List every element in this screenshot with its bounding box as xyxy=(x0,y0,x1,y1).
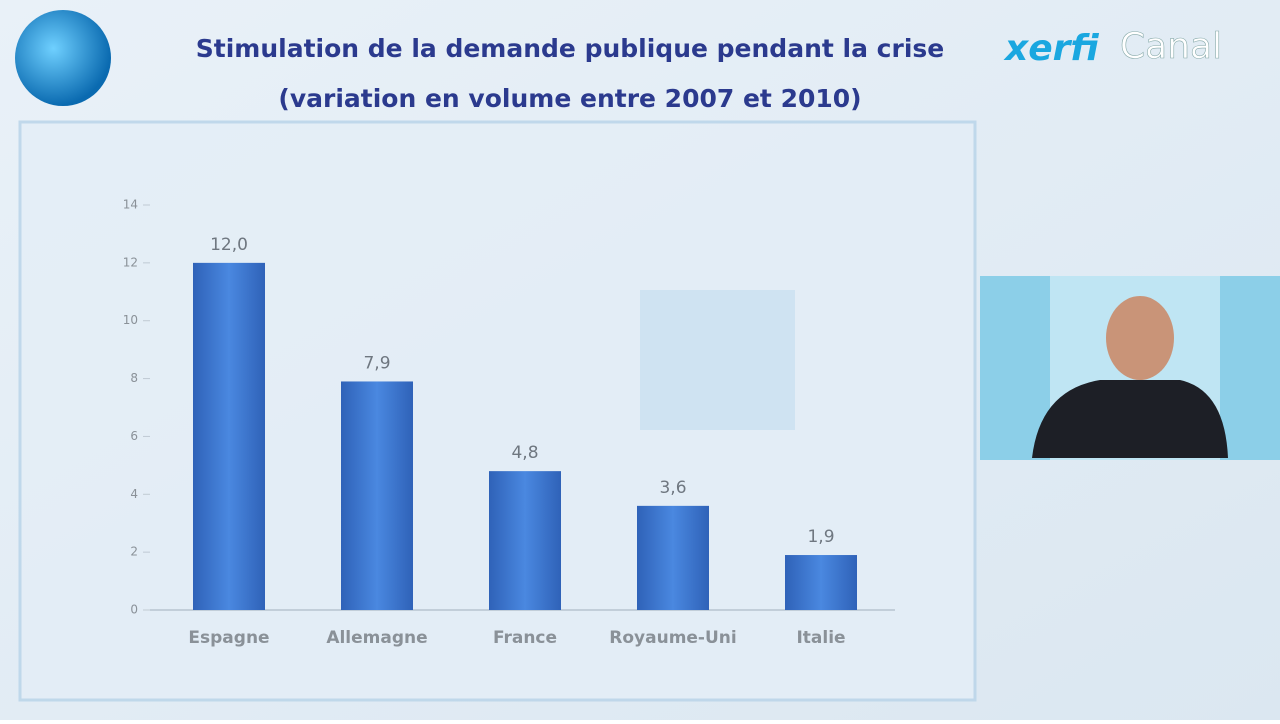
value-label: 12,0 xyxy=(210,235,248,255)
globe-logo xyxy=(15,10,111,106)
presenter-body xyxy=(1032,380,1228,458)
bar xyxy=(341,381,413,610)
x-tick-label: France xyxy=(493,628,557,648)
x-tick-label: Royaume-Uni xyxy=(609,628,736,648)
y-tick-label: 2 xyxy=(130,545,138,559)
x-tick-label: Italie xyxy=(796,628,845,648)
y-tick-label: 10 xyxy=(123,313,138,327)
y-tick-label: 14 xyxy=(123,198,138,212)
y-tick-label: 8 xyxy=(130,371,138,385)
bar xyxy=(637,505,709,610)
bar xyxy=(193,262,265,610)
value-label: 3,6 xyxy=(659,478,686,498)
value-label: 1,9 xyxy=(807,527,834,547)
logo-brand: xerfi xyxy=(1003,28,1099,69)
y-tick-label: 6 xyxy=(130,429,138,443)
chart-subtitle: (variation en volume entre 2007 et 2010) xyxy=(278,84,861,113)
panel-decoration xyxy=(640,290,795,430)
presenter-inset xyxy=(980,276,1280,460)
x-tick-label: Allemagne xyxy=(326,628,427,648)
chart-panel xyxy=(18,120,977,702)
y-tick-label: 12 xyxy=(123,255,138,269)
value-label: 7,9 xyxy=(363,353,390,373)
y-tick-label: 4 xyxy=(130,487,138,501)
chart-title: Stimulation de la demande publique penda… xyxy=(196,34,944,63)
bar xyxy=(489,471,561,610)
y-tick-label: 0 xyxy=(130,603,138,617)
x-tick-label: Espagne xyxy=(188,628,269,648)
value-label: 4,8 xyxy=(511,443,538,463)
logo-channel: Canal xyxy=(1120,26,1222,67)
presenter-head xyxy=(1106,296,1174,380)
bar xyxy=(785,555,857,610)
